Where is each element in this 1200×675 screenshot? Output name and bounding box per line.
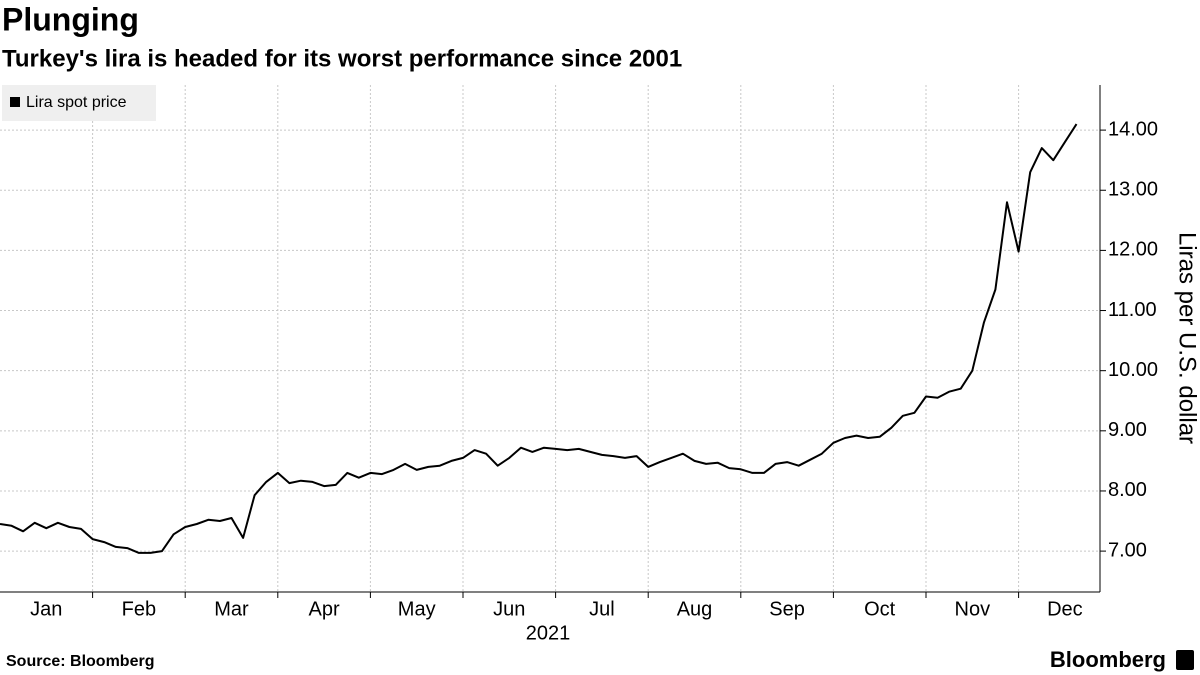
- y-tick-label: 14.00: [1108, 118, 1158, 140]
- chart-title: Plunging: [2, 1, 139, 37]
- source: Source: Bloomberg: [6, 653, 154, 670]
- plot: Jan Feb Mar Apr May Jun Jul Aug Sep Oct Nov Dec 7.00…: [0, 85, 1158, 620]
- brand-icon: [1176, 650, 1194, 670]
- y-tick-label: 12.00: [1108, 239, 1158, 261]
- y-tick-label: 9.00: [1108, 419, 1147, 441]
- x-tick-label: May: [398, 598, 436, 620]
- legend-swatch: [10, 97, 20, 107]
- y-tick-label: 13.00: [1108, 179, 1158, 201]
- x-tick-label: Mar: [214, 598, 249, 620]
- brand: Bloomberg: [1050, 647, 1166, 672]
- y-axis-label: Liras per U.S. dollar: [1174, 232, 1200, 444]
- x-tick-label: Apr: [309, 598, 340, 620]
- x-tick-label: Sep: [769, 598, 805, 620]
- chart-subtitle: Turkey's lira is headed for its worst pe…: [2, 45, 682, 72]
- y-tick-label: 7.00: [1108, 539, 1147, 561]
- y-tick-label: 11.00: [1108, 299, 1157, 321]
- legend-label: Lira spot price: [26, 94, 127, 111]
- x-tick-label: Dec: [1047, 598, 1083, 620]
- x-tick-label: Jul: [589, 598, 615, 620]
- legend-box: [2, 85, 156, 121]
- x-axis-label: 2021: [526, 622, 571, 644]
- legend: Lira spot price: [2, 85, 156, 121]
- y-tick-label: 8.00: [1108, 479, 1147, 501]
- x-tick-label: Nov: [955, 598, 991, 620]
- y-tick-label: 10.00: [1108, 359, 1158, 381]
- x-tick-label: Feb: [122, 598, 156, 620]
- x-tick-label: Aug: [677, 598, 713, 620]
- line: [0, 123, 1078, 554]
- x-tick-label: Jun: [493, 598, 525, 620]
- x-tick-label: Oct: [864, 598, 896, 620]
- x-tick-label: Jan: [30, 598, 62, 620]
